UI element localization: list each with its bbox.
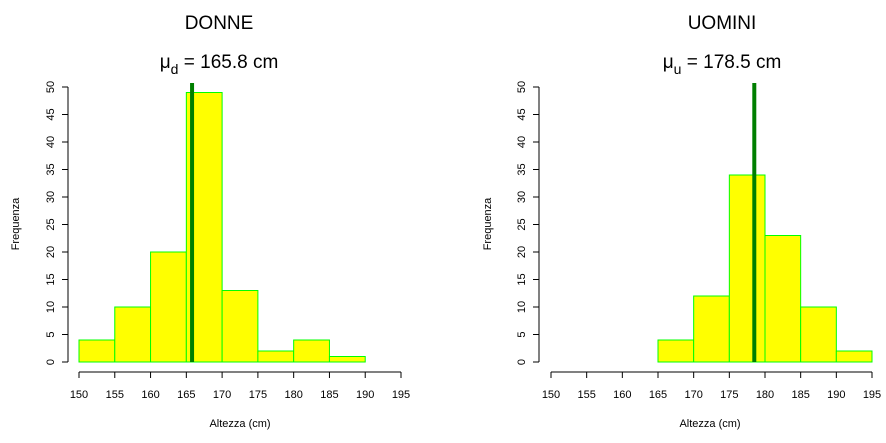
x-tick-label: 195 xyxy=(863,389,881,401)
x-tick-label: 195 xyxy=(392,389,410,401)
y-tick-label: 45 xyxy=(516,108,528,120)
x-tick-label: 155 xyxy=(577,389,595,401)
y-tick-label: 20 xyxy=(516,246,528,258)
x-tick-label: 150 xyxy=(70,389,88,401)
x-tick-label: 170 xyxy=(684,389,702,401)
x-tick-label: 155 xyxy=(106,389,124,401)
x-tick-label: 160 xyxy=(613,389,631,401)
x-tick-label: 165 xyxy=(177,389,195,401)
x-tick-label: 175 xyxy=(720,389,738,401)
x-tick-label: 185 xyxy=(791,389,809,401)
histogram-bar xyxy=(764,235,802,363)
subtitle-subscript: d xyxy=(171,61,179,77)
histogram-bar xyxy=(328,356,366,363)
y-tick-label: 40 xyxy=(516,136,528,148)
y-axis-title-uomini: Frequenza xyxy=(482,197,494,250)
histogram-bar xyxy=(693,295,730,363)
chart-title-donne: DONNE xyxy=(185,13,254,34)
y-tick-label: 35 xyxy=(45,163,57,175)
x-tick-label: 190 xyxy=(356,389,374,401)
chart-title-uomini: UOMINI xyxy=(688,13,757,34)
histogram-bar xyxy=(221,290,259,363)
histogram-bar xyxy=(800,306,837,363)
x-tick-label: 190 xyxy=(827,389,845,401)
y-tick-label: 5 xyxy=(45,331,57,337)
x-axis-title-uomini: Altezza (cm) xyxy=(679,418,740,430)
y-tick-label: 50 xyxy=(516,81,528,93)
y-tick-label: 20 xyxy=(45,246,57,258)
x-tick-label: 160 xyxy=(141,389,159,401)
x-axis-title-donne: Altezza (cm) xyxy=(209,418,270,430)
x-tick-label: 180 xyxy=(284,389,302,401)
y-axis-title-donne: Frequenza xyxy=(10,197,22,250)
y-tick-label: 45 xyxy=(45,108,57,120)
y-tick-label: 25 xyxy=(45,218,57,230)
subtitle-mu-symbol: μ xyxy=(663,52,674,73)
histogram-bar xyxy=(657,339,695,363)
x-tick-label: 180 xyxy=(756,389,774,401)
y-tick-label: 10 xyxy=(45,301,57,313)
y-tick-label: 0 xyxy=(45,359,57,365)
histogram-bar xyxy=(114,306,152,363)
y-tick-label: 0 xyxy=(516,359,528,365)
histogram-bar xyxy=(293,339,330,363)
y-tick-label: 15 xyxy=(516,273,528,285)
y-tick-label: 10 xyxy=(516,301,528,313)
y-tick-label: 50 xyxy=(45,81,57,93)
x-tick-label: 175 xyxy=(249,389,267,401)
histogram-bar xyxy=(150,251,187,363)
y-tick-label: 5 xyxy=(516,331,528,337)
y-tick-label: 30 xyxy=(516,191,528,203)
x-tick-label: 170 xyxy=(213,389,231,401)
subtitle-mu-symbol: μ xyxy=(160,52,171,73)
histogram-bar xyxy=(257,350,295,363)
y-tick-label: 35 xyxy=(516,163,528,175)
chart-subtitle-donne: μd = 165.8 cm xyxy=(160,52,279,77)
x-tick-label: 185 xyxy=(320,389,338,401)
x-tick-label: 165 xyxy=(649,389,667,401)
y-tick-label: 30 xyxy=(45,191,57,203)
histogram-bar xyxy=(728,174,766,363)
subtitle-value: = 178.5 cm xyxy=(681,52,781,73)
subtitle-subscript: u xyxy=(674,61,682,77)
histogram-bar xyxy=(78,339,116,363)
chart-subtitle-uomini: μu = 178.5 cm xyxy=(663,52,782,77)
y-tick-label: 15 xyxy=(45,273,57,285)
panel-donne: DONNE μd = 165.8 cm Altezza (cm) Frequen… xyxy=(10,13,410,430)
y-tick-label: 40 xyxy=(45,136,57,148)
y-tick-label: 25 xyxy=(516,218,528,230)
histogram-bar xyxy=(835,350,873,363)
x-tick-label: 150 xyxy=(542,389,560,401)
subtitle-value: = 165.8 cm xyxy=(178,52,278,73)
panel-uomini: UOMINI μu = 178.5 cm Altezza (cm) Freque… xyxy=(482,13,881,430)
